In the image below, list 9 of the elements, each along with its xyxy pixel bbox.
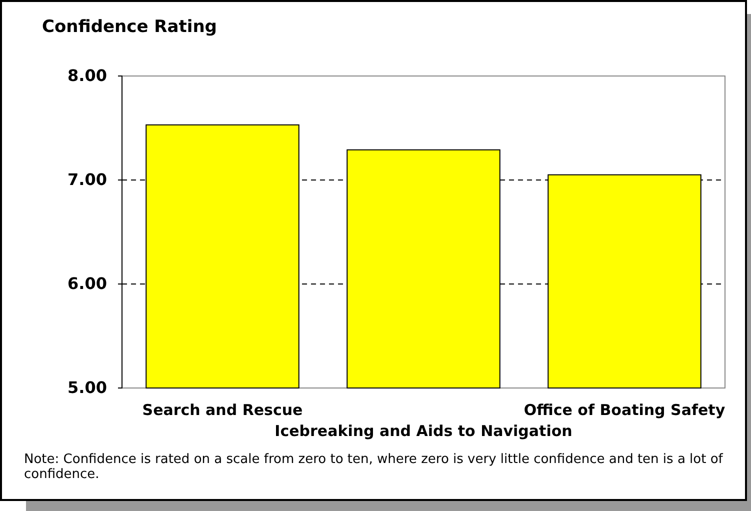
x-tick-label: Office of Boating Safety [524,401,726,419]
x-tick-label: Search and Rescue [142,401,303,419]
x-tick-label: Icebreaking and Aids to Navigation [274,422,572,440]
y-tick-label: 8.00 [68,66,107,86]
y-tick-label: 7.00 [68,170,107,190]
text: Note: Confidence is rated on a scale from zero to ten, where zero is very little confidence and ten is a lot of confidence. [24,452,724,482]
chart-title: Confidence Rating [42,17,217,37]
y-tick-label: 5.00 [68,378,107,398]
y-tick-label: 6.00 [68,274,107,294]
